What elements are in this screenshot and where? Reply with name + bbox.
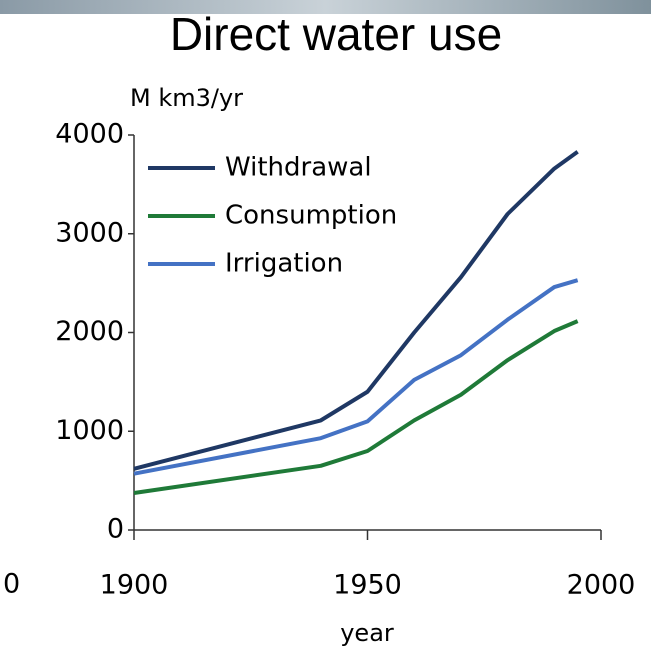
x-axis-label: year [340,619,394,647]
series-line [134,321,578,493]
y-tick-label: 0 [107,514,124,545]
legend-label: Consumption [225,201,397,231]
legend-label: Irrigation [225,249,343,279]
y-axis-label: M km3/yr [130,84,243,112]
x-tick-label: 2000 [567,570,636,601]
y-tick-label: 3000 [55,217,124,248]
chart-title: Direct water use [170,8,502,60]
y-tick-label: 2000 [55,316,124,347]
x-tick-label: 1900 [100,570,169,601]
y-tick-label: 4000 [55,119,124,150]
chart: Direct water use M km3/yr year 0 0 1000 20… [0,0,651,655]
edge-fragment: 0 [3,569,20,600]
y-tick-label: 1000 [55,415,124,446]
series-line [134,280,578,474]
x-tick-label: 1950 [333,570,402,601]
series-line [134,152,578,469]
legend-label: Withdrawal [225,153,372,183]
